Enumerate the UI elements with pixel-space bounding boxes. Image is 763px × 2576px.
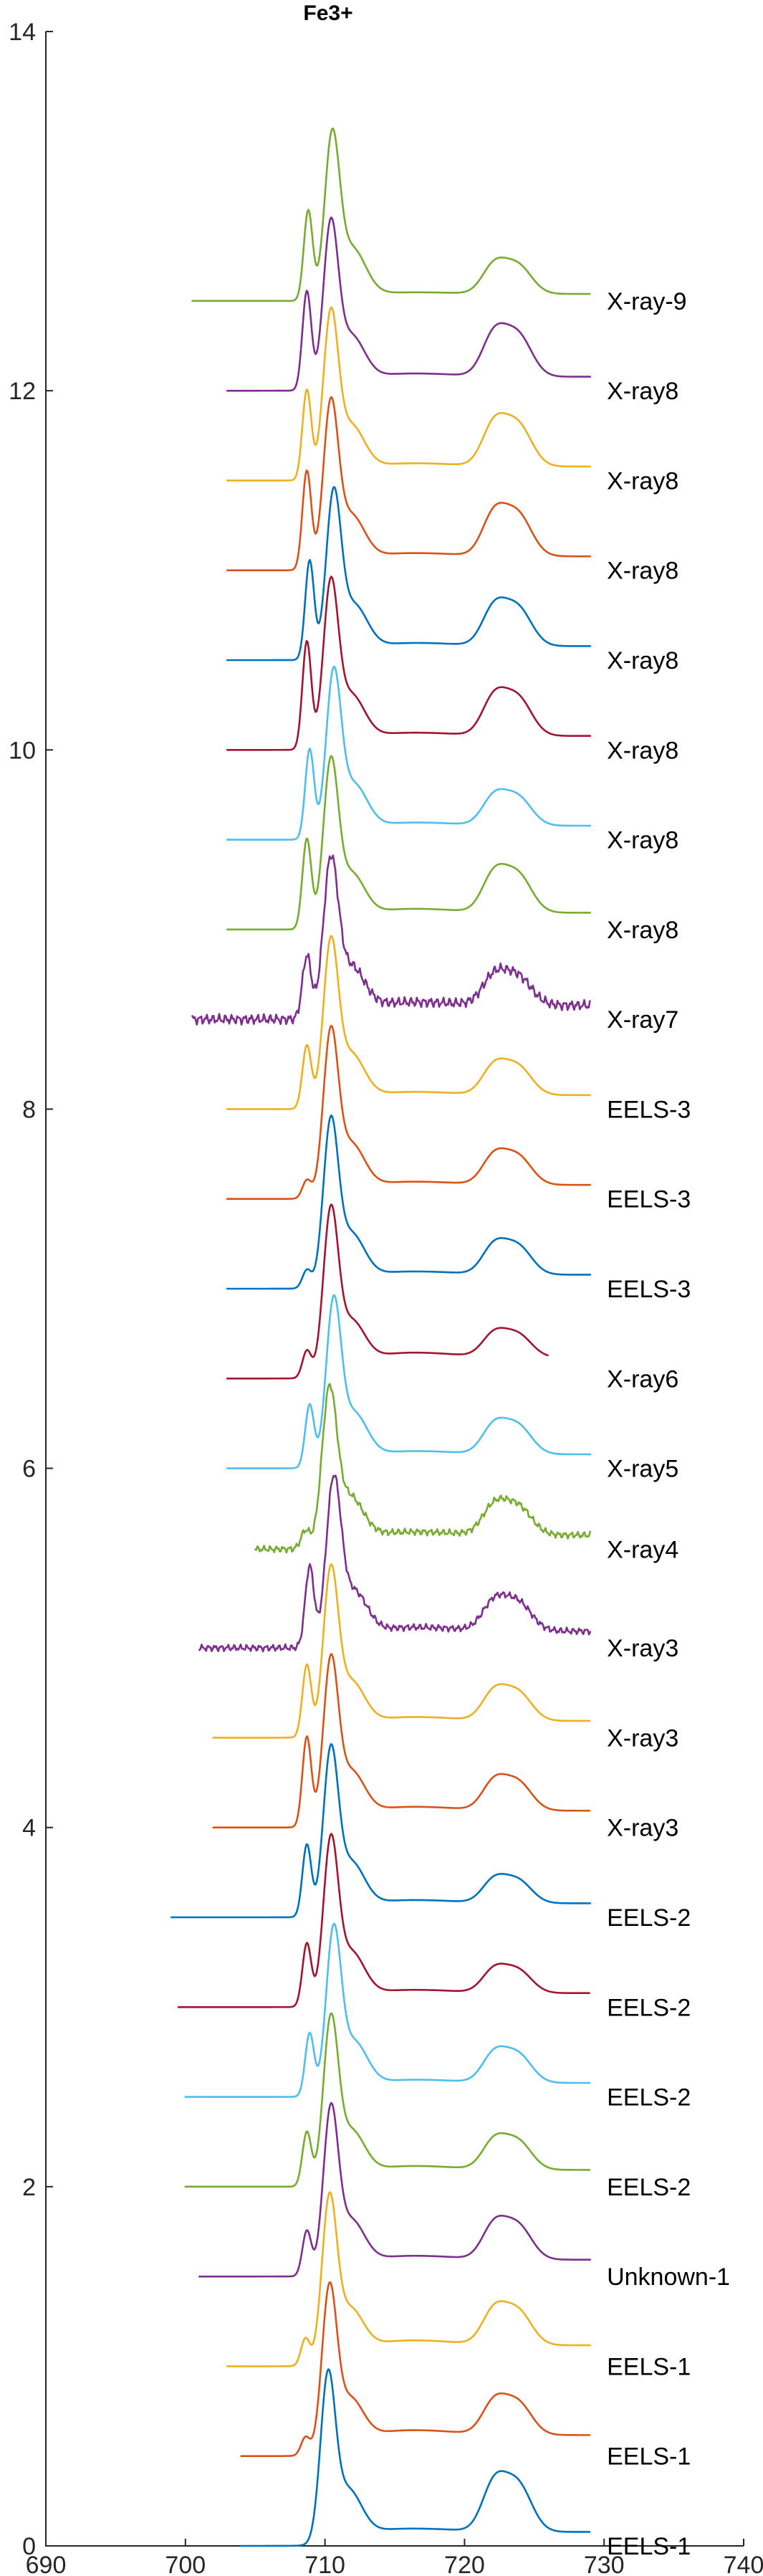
series-label: EELS-1 — [607, 2443, 691, 2471]
series-label: EELS-3 — [607, 1276, 691, 1303]
y-tick-label: 10 — [9, 737, 36, 764]
y-tick-label: 0 — [22, 2533, 36, 2560]
spectrum-line — [226, 1294, 592, 1469]
spectrum-line — [198, 2102, 592, 2278]
series-label: EELS-2 — [607, 2174, 691, 2201]
y-tick-label: 8 — [22, 1096, 36, 1123]
series-label: X-ray3 — [607, 1635, 678, 1662]
series-label: EELS-1 — [607, 2353, 691, 2380]
spectrum-line — [177, 1833, 590, 2008]
series-label: X-ray5 — [607, 1456, 678, 1483]
series-label: X-ray6 — [607, 1365, 678, 1393]
y-tick-label: 12 — [9, 378, 36, 405]
spectrum-line — [254, 1383, 592, 1554]
spectrum-line — [226, 2191, 592, 2367]
spectrum-line — [191, 854, 591, 1026]
spectrum-line — [226, 1024, 592, 1201]
series-label: X-ray8 — [607, 467, 678, 495]
spectrum-line — [212, 1563, 591, 1739]
spectra-group — [171, 128, 592, 2547]
spectrum-line — [240, 2281, 591, 2458]
spectrum-line — [226, 306, 592, 482]
x-tick-label: 720 — [444, 2552, 485, 2576]
series-label: Unknown-1 — [607, 2263, 730, 2291]
spectrum-line — [226, 1114, 592, 1290]
series-labels: EELS-1 EELS-1 EELS-1 Unknown-1 EELS-2 EELS-2 E… — [607, 288, 730, 2560]
series-label: EELS-2 — [607, 1904, 691, 1932]
spectrum-line — [184, 2012, 591, 2188]
x-tick-label: 730 — [584, 2552, 625, 2576]
spectrum-line — [226, 396, 592, 572]
series-label: X-ray8 — [607, 378, 678, 405]
chart-title: Fe3+ — [303, 1, 352, 25]
y-tick-label: 2 — [22, 2174, 36, 2201]
series-label: X-ray8 — [607, 827, 678, 854]
series-label: EELS-3 — [607, 1186, 691, 1213]
spectrum-line — [198, 1474, 592, 1653]
y-tick-label: 6 — [22, 1456, 36, 1483]
series-label: X-ray3 — [607, 1725, 678, 1752]
spectrum-line — [212, 1653, 591, 1829]
x-tick-label: 690 — [26, 2552, 67, 2576]
spectrum-line — [191, 128, 591, 302]
series-label: X-ray3 — [607, 1815, 678, 1842]
series-label: X-ray7 — [607, 1006, 678, 1034]
series-label: EELS-3 — [607, 1096, 691, 1123]
spectrum-line — [226, 576, 592, 751]
series-label: X-ray8 — [607, 647, 678, 674]
y-tick-label: 14 — [9, 19, 36, 46]
series-label: X-ray8 — [607, 737, 678, 764]
series-label: X-ray4 — [607, 1536, 678, 1563]
series-label: X-ray8 — [607, 917, 678, 944]
spectrum-line — [226, 755, 592, 931]
spectrum-line — [226, 1203, 549, 1380]
x-tick-label: 710 — [304, 2552, 345, 2576]
x-tick-label: 700 — [165, 2552, 206, 2576]
series-label: X-ray8 — [607, 558, 678, 585]
spectrum-line — [226, 486, 592, 662]
spectrum-line — [240, 2368, 591, 2547]
spectrum-line — [226, 665, 592, 841]
spectrum-line — [226, 935, 592, 1110]
spectrum-line — [184, 1922, 591, 2098]
series-label: EELS-2 — [607, 2084, 691, 2112]
series-label: EELS-2 — [607, 1994, 691, 2021]
x-tick-label: 740 — [724, 2552, 763, 2576]
series-label: EELS-1 — [607, 2533, 691, 2560]
y-tick-label: 4 — [22, 1815, 36, 1842]
series-label: X-ray-9 — [607, 288, 686, 315]
spectrum-line — [171, 1742, 592, 1919]
spectrum-line — [226, 216, 592, 392]
axes: 690 700 710 720 730 740 0 2 4 6 8 10 12 14 — [9, 19, 763, 2576]
